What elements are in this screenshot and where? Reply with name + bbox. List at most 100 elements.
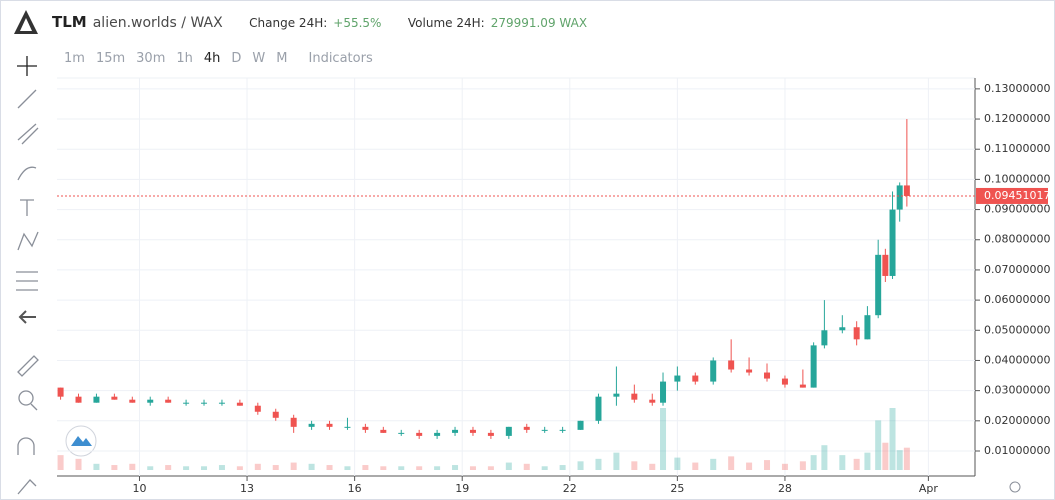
interval[interactable]: 15m (95, 51, 126, 66)
volume-bar (380, 466, 387, 470)
candle-body (882, 254, 889, 276)
volume-bar (218, 465, 225, 470)
volume-bar (236, 466, 243, 470)
last-price-label: 0.09451017 (984, 189, 1050, 202)
x-tick-label: 10 (132, 482, 146, 495)
volume-bar (326, 465, 333, 470)
x-tick-label: 13 (240, 482, 254, 495)
x-tick-label: 28 (778, 482, 792, 495)
volume-bar (692, 462, 699, 470)
volume-bar (434, 466, 441, 470)
candle-body (452, 429, 459, 433)
interval[interactable]: 1m (64, 51, 85, 66)
candle-body (746, 369, 753, 373)
badge-icon (71, 436, 92, 446)
candle-body (487, 432, 494, 436)
candle-body (272, 411, 279, 418)
candle-body (308, 423, 315, 427)
volume-bar (362, 465, 369, 470)
volume-bar (864, 452, 871, 470)
volume-bar (523, 463, 530, 470)
x-tick-label: 25 (670, 482, 684, 495)
volume-bar (889, 408, 896, 470)
volume-bar (452, 465, 459, 470)
candle-body (111, 396, 118, 400)
volume-bar (129, 463, 136, 470)
candle-body (469, 429, 476, 433)
volume-bar (660, 408, 667, 470)
y-tick-label: 0.06000000 (984, 293, 1050, 306)
candle-body (821, 330, 828, 346)
x-tick-label: 19 (455, 482, 469, 495)
volume-bar (559, 465, 566, 470)
volume-bar (799, 461, 806, 470)
candle-body (839, 327, 846, 331)
volume-bar (896, 450, 903, 470)
candle-body (764, 372, 771, 379)
candle-body (183, 402, 190, 404)
toolbar: 1m 15m 30m 1h 4h D W M Indicators (64, 51, 384, 66)
candle-body (577, 420, 584, 430)
volume-bar (853, 458, 860, 470)
volume-bar (290, 462, 297, 470)
y-tick-label: 0.09000000 (984, 203, 1050, 216)
candle-body (889, 209, 896, 276)
candle-body (326, 423, 333, 427)
interval[interactable]: M (276, 51, 288, 66)
candle-body (692, 375, 699, 382)
volume-bar (746, 462, 753, 470)
candle-body (728, 360, 735, 370)
volume-bar (75, 458, 82, 470)
candle-body (236, 402, 243, 406)
volume-bar (93, 463, 100, 470)
volume-bar (398, 466, 405, 470)
interval[interactable]: D (231, 51, 242, 66)
volume-bar (57, 455, 64, 470)
candle-body (649, 399, 656, 403)
candle-body (93, 396, 100, 403)
volume-bar (416, 466, 423, 470)
y-tick-label: 0.01000000 (984, 444, 1050, 457)
volume-bar (147, 466, 154, 470)
candle-body (799, 384, 806, 388)
volume-bar (674, 457, 681, 470)
volume-bar (764, 460, 771, 470)
volume-bar (649, 463, 656, 470)
change-value: +55.5% (333, 16, 382, 30)
y-tick-label: 0.08000000 (984, 233, 1050, 246)
x-tick-label: 16 (348, 482, 362, 495)
settings-icon[interactable] (1009, 481, 1021, 493)
y-tick-label: 0.04000000 (984, 353, 1050, 366)
candle-body (380, 429, 387, 433)
candle-body (290, 417, 297, 427)
candle-body (864, 315, 871, 340)
candle-body (595, 396, 602, 421)
candle-body (660, 381, 667, 403)
volume-bar (728, 456, 735, 470)
volume-bar (613, 452, 620, 470)
candle-body (541, 429, 548, 431)
candle-body (523, 426, 530, 430)
pair: alien.worlds / WAX (92, 15, 223, 31)
candle-body (896, 185, 903, 210)
volume-bar (165, 465, 172, 470)
y-tick-label: 0.12000000 (984, 112, 1050, 125)
volume-bar (487, 466, 494, 470)
interval[interactable]: 1h (176, 51, 193, 66)
candle-body (398, 432, 405, 434)
volume-bar (781, 463, 788, 470)
change-label: Change 24H: (249, 16, 328, 30)
x-tick-label: Apr (919, 482, 939, 495)
header: TLM alien.worlds / WAX Change 24H: +55.5% … (52, 13, 587, 31)
volume-bar (201, 466, 208, 470)
candle-body (903, 185, 910, 196)
interval[interactable]: 4h (203, 51, 221, 66)
interval[interactable]: 30m (136, 51, 166, 66)
candle-body (505, 426, 512, 436)
indicators[interactable]: Indicators (308, 51, 373, 66)
volume-bar (882, 442, 889, 470)
interval[interactable]: W (252, 51, 266, 66)
volume-bar (631, 461, 638, 470)
y-tick-label: 0.07000000 (984, 263, 1050, 276)
